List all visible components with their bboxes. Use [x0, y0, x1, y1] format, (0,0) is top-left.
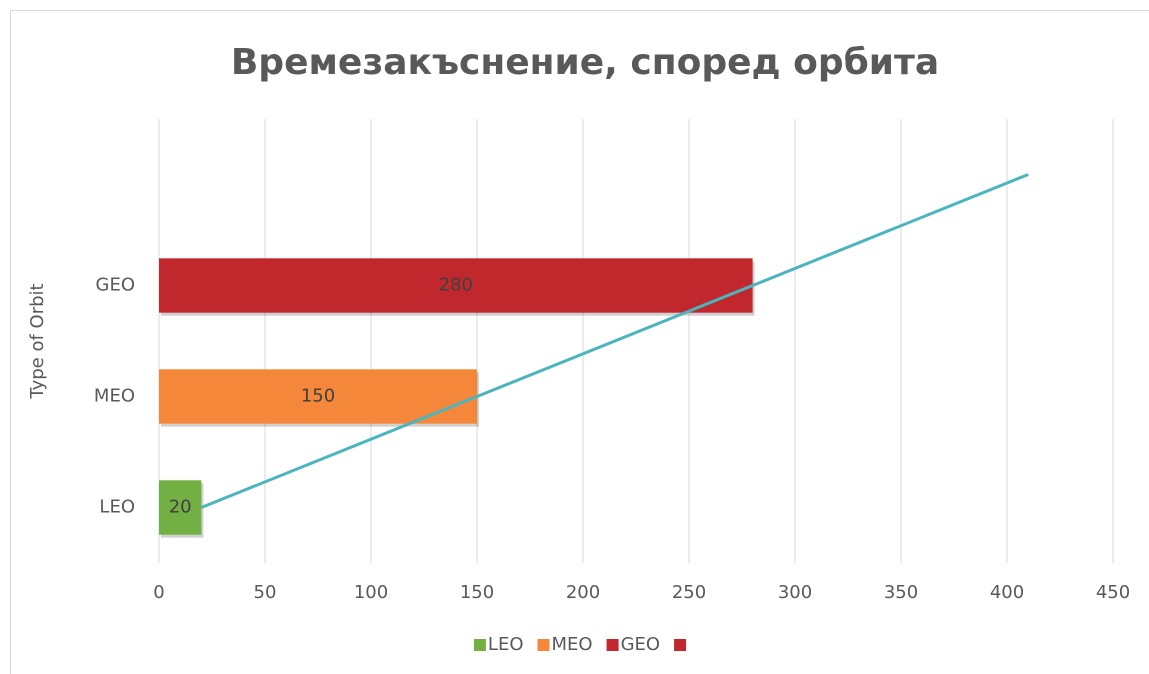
x-tick-label: 450 [1096, 582, 1130, 603]
x-tick-label: 200 [566, 582, 600, 603]
data-label: 20 [169, 497, 192, 518]
x-tick-label: 250 [672, 582, 706, 603]
bar [159, 480, 202, 535]
chart-frame [10, 10, 1149, 674]
y-tick-label: MEO [94, 386, 135, 407]
legend-label: LEO [488, 634, 524, 655]
y-tick-label: GEO [96, 275, 136, 296]
bar [159, 258, 753, 313]
data-label: 280 [439, 275, 473, 296]
legend-swatch [537, 639, 550, 651]
legend-swatch [473, 639, 486, 651]
data-label: 150 [301, 386, 335, 407]
legend-label: GEO [621, 634, 661, 655]
y-axis-label: Type of Orbit [27, 283, 48, 399]
x-tick-label: 300 [778, 582, 812, 603]
bar [159, 369, 477, 424]
legend-label: MEO [552, 634, 593, 655]
trendline [200, 173, 1029, 509]
x-tick-label: 0 [153, 582, 164, 603]
legend-swatch [674, 639, 687, 651]
x-tick-label: 50 [254, 582, 277, 603]
y-tick-label: LEO [99, 497, 135, 518]
legend-swatch [606, 639, 619, 651]
x-tick-label: 100 [354, 582, 388, 603]
chart-title: Времезакъснение, според орбита [231, 42, 939, 83]
x-tick-label: 350 [884, 582, 918, 603]
x-tick-label: 400 [990, 582, 1024, 603]
x-tick-label: 150 [460, 582, 494, 603]
